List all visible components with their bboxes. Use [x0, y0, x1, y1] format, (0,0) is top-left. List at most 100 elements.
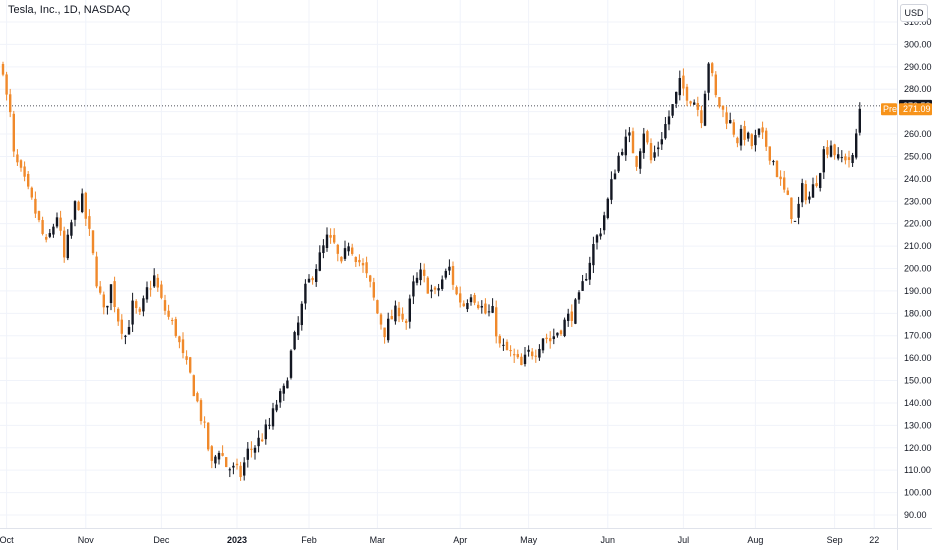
candle[interactable]: [77, 200, 80, 211]
candle[interactable]: [700, 105, 703, 129]
candle[interactable]: [473, 292, 476, 306]
candle[interactable]: [9, 88, 12, 118]
candle[interactable]: [858, 102, 861, 136]
candle[interactable]: [808, 191, 811, 204]
candle[interactable]: [138, 306, 141, 315]
candle[interactable]: [552, 328, 555, 345]
candle[interactable]: [621, 148, 624, 156]
candle[interactable]: [531, 348, 534, 360]
candle[interactable]: [81, 188, 84, 214]
candle[interactable]: [376, 299, 379, 315]
candle[interactable]: [318, 245, 321, 272]
candle[interactable]: [451, 261, 455, 290]
candle[interactable]: [214, 454, 217, 469]
candle[interactable]: [646, 129, 649, 145]
candle[interactable]: [149, 280, 152, 297]
candle[interactable]: [351, 243, 354, 256]
candle[interactable]: [639, 148, 642, 174]
candle[interactable]: [682, 68, 685, 96]
candle[interactable]: [401, 307, 404, 322]
candle[interactable]: [588, 256, 591, 285]
candle[interactable]: [66, 229, 69, 261]
candle[interactable]: [649, 138, 653, 164]
candle[interactable]: [52, 223, 55, 238]
candle[interactable]: [109, 284, 113, 311]
candle[interactable]: [106, 305, 109, 315]
candle[interactable]: [657, 141, 660, 157]
candle[interactable]: [761, 121, 764, 139]
candle[interactable]: [261, 433, 264, 442]
candle[interactable]: [336, 243, 339, 262]
candle[interactable]: [271, 402, 275, 430]
candle[interactable]: [837, 147, 840, 161]
candle[interactable]: [714, 71, 717, 98]
candle[interactable]: [567, 308, 570, 327]
candle[interactable]: [156, 273, 159, 292]
candle[interactable]: [455, 285, 458, 296]
candle[interactable]: [660, 132, 663, 150]
candle[interactable]: [502, 338, 505, 351]
candle[interactable]: [397, 301, 401, 323]
candles[interactable]: [1, 61, 861, 481]
candle[interactable]: [415, 272, 419, 286]
candle[interactable]: [246, 442, 249, 468]
candle[interactable]: [239, 461, 242, 481]
candle[interactable]: [322, 239, 325, 259]
candle[interactable]: [311, 276, 314, 285]
candle[interactable]: [437, 283, 440, 297]
candle[interactable]: [124, 334, 127, 345]
candle[interactable]: [250, 441, 253, 458]
candle[interactable]: [369, 274, 372, 288]
candle[interactable]: [329, 228, 332, 244]
candle[interactable]: [153, 268, 156, 288]
candle[interactable]: [372, 277, 375, 301]
candle[interactable]: [185, 350, 188, 365]
candle[interactable]: [747, 131, 750, 142]
candle[interactable]: [509, 345, 512, 357]
candle[interactable]: [664, 117, 667, 140]
candle[interactable]: [297, 316, 300, 340]
candle[interactable]: [487, 304, 491, 317]
candle[interactable]: [127, 319, 131, 335]
candle[interactable]: [73, 200, 77, 227]
candle[interactable]: [844, 153, 847, 165]
candle[interactable]: [480, 300, 483, 314]
candle[interactable]: [145, 281, 149, 303]
candle[interactable]: [631, 127, 635, 154]
candle[interactable]: [736, 136, 739, 148]
candle[interactable]: [732, 119, 735, 138]
candle[interactable]: [102, 291, 105, 315]
candle[interactable]: [257, 430, 260, 453]
candle[interactable]: [423, 263, 426, 283]
candle[interactable]: [235, 458, 239, 470]
candle[interactable]: [253, 445, 257, 460]
candle[interactable]: [855, 128, 858, 160]
candle[interactable]: [570, 304, 573, 327]
candle[interactable]: [459, 286, 462, 308]
candle[interactable]: [833, 143, 836, 160]
candle[interactable]: [55, 212, 59, 229]
candle[interactable]: [192, 374, 195, 397]
candle[interactable]: [801, 178, 804, 208]
candle[interactable]: [822, 146, 825, 180]
candle[interactable]: [131, 292, 134, 333]
candle[interactable]: [70, 219, 73, 239]
candle[interactable]: [653, 145, 656, 161]
candle[interactable]: [448, 259, 451, 276]
candle[interactable]: [523, 347, 527, 367]
candle[interactable]: [84, 191, 87, 226]
candle[interactable]: [754, 129, 757, 152]
candle[interactable]: [775, 160, 779, 178]
candle[interactable]: [207, 422, 210, 452]
candle[interactable]: [592, 236, 595, 274]
candle[interactable]: [387, 312, 390, 343]
candle[interactable]: [228, 467, 231, 478]
x-axis[interactable]: Oct Nov Dec 2023 Feb Mar Apr May Jun Jul Aug Sep 22: [0, 535, 879, 545]
candle[interactable]: [642, 127, 645, 159]
candle[interactable]: [412, 275, 415, 305]
candle[interactable]: [379, 312, 383, 330]
candle[interactable]: [5, 71, 8, 101]
candle[interactable]: [757, 128, 761, 138]
candle[interactable]: [671, 104, 674, 118]
candle[interactable]: [217, 450, 221, 465]
